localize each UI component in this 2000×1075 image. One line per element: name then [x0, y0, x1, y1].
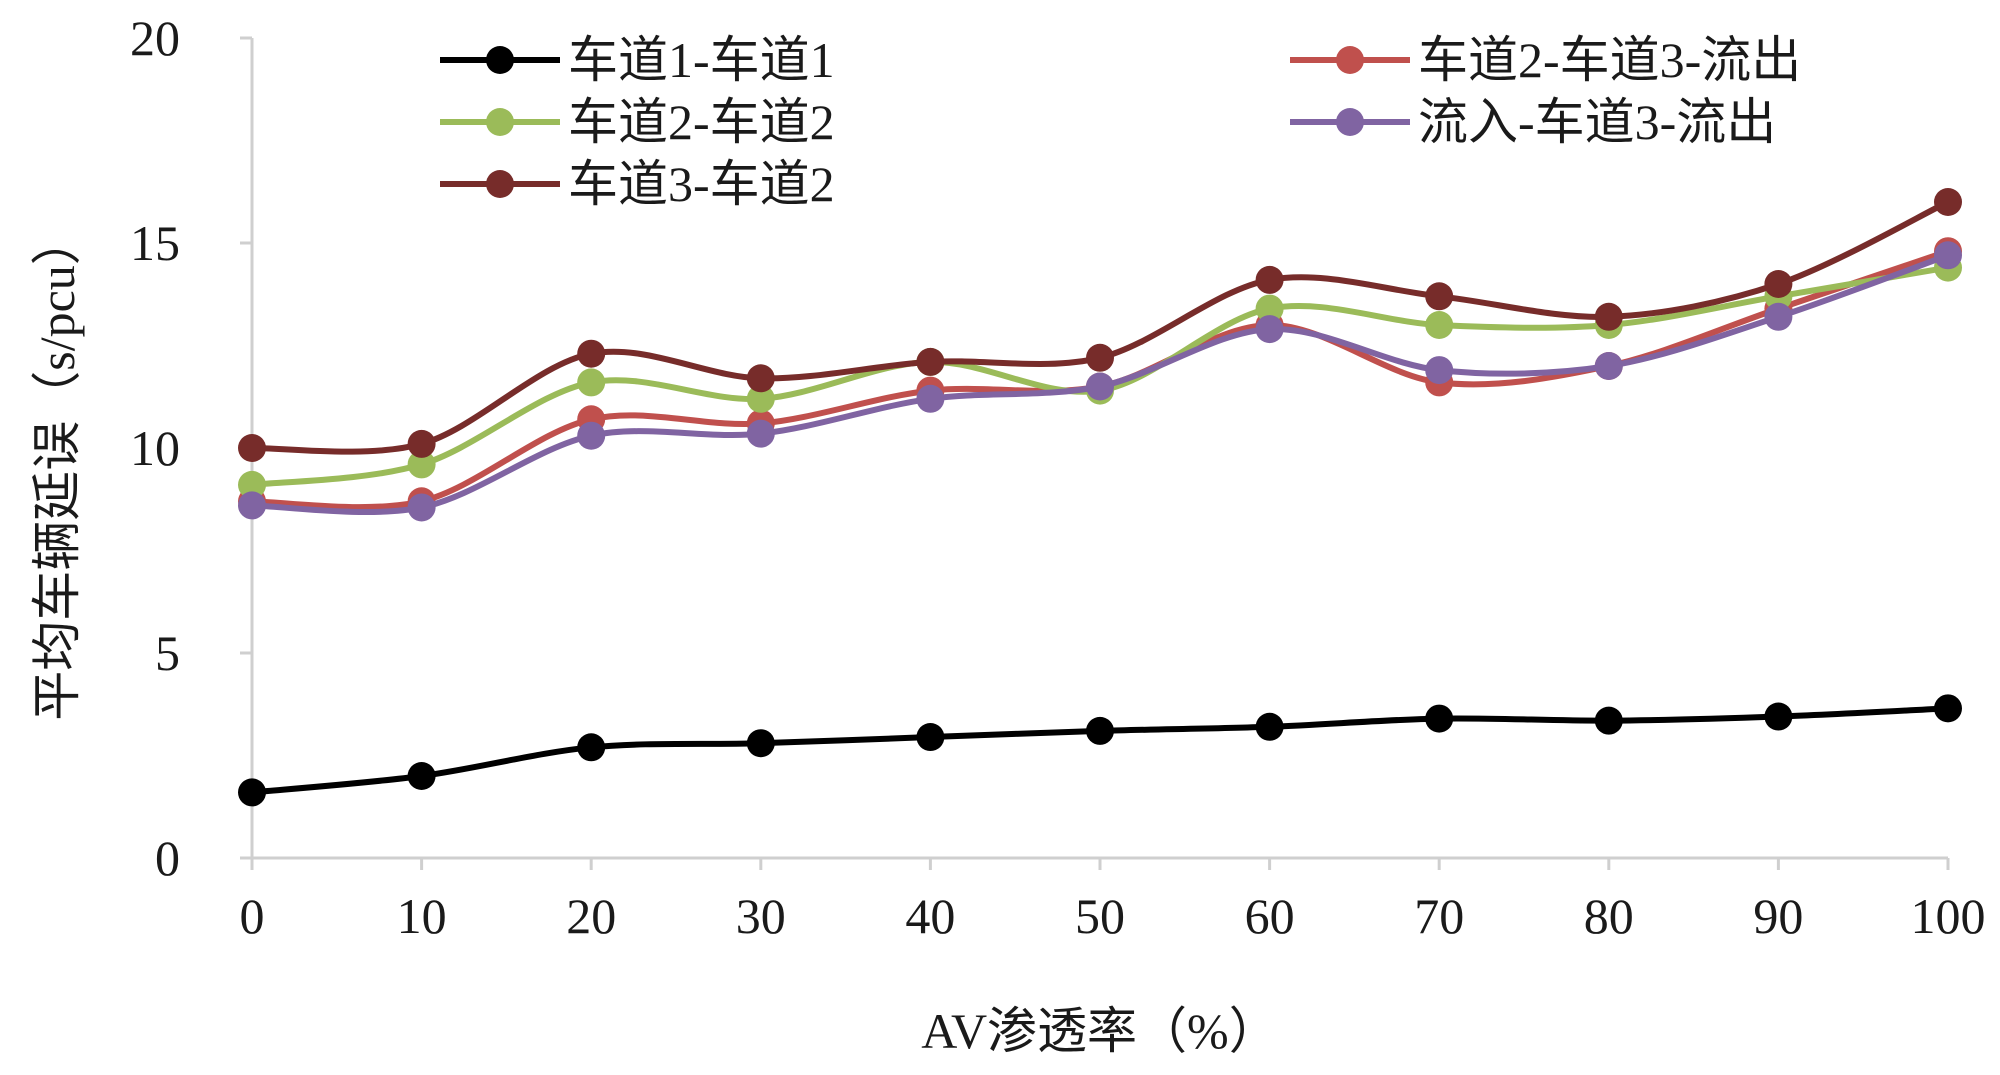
x-tick-label: 20 — [566, 888, 616, 944]
legend-label: 车道1-车道1 — [568, 32, 835, 88]
legend-entry-4: 流入-车道3-流出 — [1290, 94, 1776, 150]
data-point — [407, 493, 436, 522]
data-point — [1764, 302, 1793, 331]
data-point — [1086, 343, 1114, 372]
data-point — [746, 729, 775, 758]
data-point — [577, 421, 606, 450]
series-line — [251, 199, 1950, 455]
data-point — [1255, 294, 1284, 323]
legend-swatch-marker — [486, 46, 514, 74]
legend-entry-5: 车道3-车道2 — [440, 156, 835, 212]
y-tick-label: 5 — [155, 625, 180, 681]
data-point — [916, 723, 945, 752]
legend-label: 流入-车道3-流出 — [1418, 94, 1776, 150]
series-5 — [238, 188, 1962, 462]
data-point — [1425, 311, 1454, 339]
data-point — [916, 347, 945, 376]
data-point — [746, 384, 775, 413]
y-tick-label: 15 — [130, 215, 180, 271]
data-point — [1255, 265, 1284, 294]
x-tick-label: 90 — [1753, 888, 1803, 944]
x-tick-label: 80 — [1584, 888, 1634, 944]
legend-entry-2: 车道2-车道3-流出 — [1290, 32, 1801, 88]
data-point — [1594, 706, 1623, 735]
y-tick-label: 0 — [155, 830, 180, 886]
axes: 0 5 10 15 20 0 10 20 30 40 50 60 70 80 90 100 — [130, 10, 1986, 944]
series-lines — [238, 188, 1962, 807]
data-point — [1255, 712, 1284, 741]
legend-label: 车道3-车道2 — [568, 156, 835, 212]
data-point — [1764, 702, 1793, 731]
data-point — [746, 419, 775, 448]
legend-swatch-marker — [1336, 46, 1364, 74]
y-tick-label: 20 — [130, 10, 180, 66]
x-tick-label: 40 — [905, 888, 955, 944]
x-tick-label: 0 — [240, 888, 265, 944]
x-tick-label: 10 — [397, 888, 447, 944]
data-point — [1425, 356, 1454, 385]
x-tick-label: 70 — [1414, 888, 1464, 944]
legend-entry-3: 车道2-车道2 — [440, 94, 835, 150]
data-point — [1934, 694, 1962, 723]
x-tick-label: 100 — [1911, 888, 1986, 944]
legend-swatch-marker — [486, 170, 514, 198]
data-point — [577, 339, 606, 368]
data-point — [238, 778, 266, 807]
data-point — [1594, 352, 1623, 380]
series-1 — [238, 694, 1962, 807]
data-point — [238, 491, 266, 520]
data-point — [1425, 282, 1454, 311]
data-point — [1425, 704, 1454, 733]
data-point — [407, 429, 436, 458]
data-point — [1086, 372, 1114, 401]
data-point — [238, 470, 266, 499]
data-point — [1934, 241, 1962, 270]
data-point — [1086, 716, 1114, 745]
series-4 — [238, 241, 1962, 522]
data-point — [1934, 188, 1962, 216]
data-point — [407, 450, 436, 479]
x-tick-label: 60 — [1245, 888, 1295, 944]
data-point — [577, 733, 606, 762]
data-point — [577, 368, 606, 397]
data-point — [238, 434, 266, 462]
legend-entry-1: 车道1-车道1 — [440, 32, 835, 88]
legend-swatch-marker — [1336, 108, 1364, 136]
x-axis-title: AV渗透率（%） — [921, 1003, 1278, 1059]
data-point — [746, 364, 775, 393]
y-tick-label: 10 — [130, 420, 180, 476]
data-point — [1255, 315, 1284, 344]
legend-label: 车道2-车道2 — [568, 94, 835, 150]
x-tick-label: 30 — [736, 888, 786, 944]
legend-label: 车道2-车道3-流出 — [1418, 32, 1801, 88]
data-point — [916, 384, 945, 413]
x-tick-label: 50 — [1075, 888, 1125, 944]
data-point — [1594, 302, 1623, 331]
data-point — [407, 762, 436, 790]
data-point — [1764, 270, 1793, 298]
y-axis-title: 平均车辆延误（s/pcu） — [29, 215, 85, 721]
legend-swatch-marker — [486, 108, 514, 136]
